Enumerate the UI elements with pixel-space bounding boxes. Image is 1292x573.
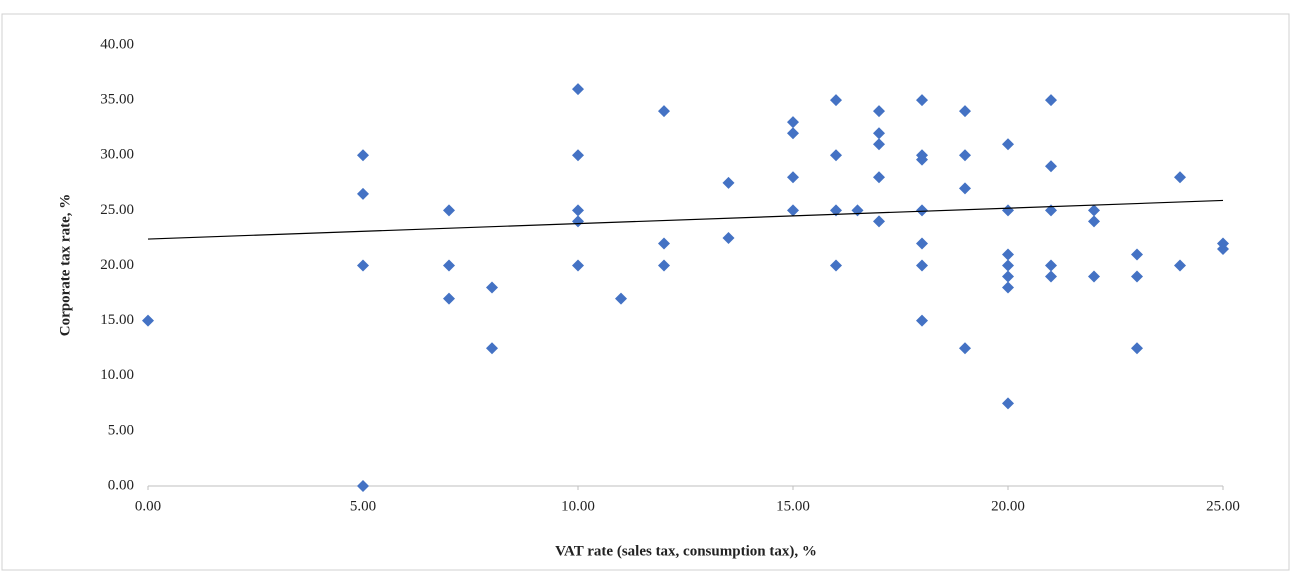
x-axis-title: VAT rate (sales tax, consumption tax), % bbox=[555, 543, 817, 559]
point bbox=[787, 204, 799, 217]
point bbox=[572, 83, 584, 96]
point bbox=[357, 259, 369, 272]
point bbox=[1174, 259, 1186, 272]
point bbox=[1002, 397, 1014, 410]
point bbox=[916, 204, 928, 217]
point bbox=[830, 149, 842, 162]
point bbox=[959, 182, 971, 195]
point bbox=[830, 204, 842, 217]
point bbox=[572, 149, 584, 162]
y-tick-label: 5.00 bbox=[108, 422, 134, 438]
point bbox=[486, 281, 498, 294]
point bbox=[142, 314, 154, 327]
point bbox=[658, 237, 670, 250]
x-tick-label: 25.00 bbox=[1206, 498, 1240, 514]
point bbox=[1045, 94, 1057, 107]
point bbox=[722, 231, 735, 244]
point bbox=[787, 171, 799, 184]
point bbox=[959, 149, 971, 162]
point bbox=[959, 342, 971, 355]
x-tick-label: 5.00 bbox=[350, 498, 376, 514]
point bbox=[916, 153, 928, 166]
point bbox=[873, 105, 885, 118]
point bbox=[658, 259, 670, 272]
y-tick-label: 30.00 bbox=[100, 147, 134, 163]
point bbox=[916, 259, 928, 272]
point bbox=[1002, 204, 1014, 217]
point bbox=[1002, 248, 1014, 261]
y-tick-label: 40.00 bbox=[100, 36, 134, 52]
point bbox=[443, 259, 455, 272]
y-tick-label: 10.00 bbox=[100, 367, 134, 383]
point bbox=[787, 127, 799, 140]
point bbox=[959, 105, 971, 118]
point bbox=[1131, 248, 1143, 261]
y-tick-label: 0.00 bbox=[108, 477, 134, 493]
point bbox=[722, 176, 735, 189]
point bbox=[1045, 259, 1057, 272]
x-tick-label: 20.00 bbox=[991, 498, 1025, 514]
point bbox=[1174, 171, 1186, 184]
point bbox=[851, 204, 864, 217]
y-tick-label: 20.00 bbox=[100, 257, 134, 273]
point bbox=[916, 314, 928, 327]
point bbox=[1002, 138, 1014, 151]
point bbox=[873, 138, 885, 151]
point bbox=[1045, 204, 1057, 217]
point bbox=[1045, 160, 1057, 173]
point bbox=[357, 187, 369, 200]
x-tick-label: 0.00 bbox=[135, 498, 161, 514]
point bbox=[572, 259, 584, 272]
x-tick-label: 10.00 bbox=[561, 498, 595, 514]
point bbox=[1088, 204, 1100, 217]
point bbox=[443, 204, 455, 217]
trendline bbox=[147, 199, 1224, 240]
point bbox=[916, 237, 928, 250]
point bbox=[830, 259, 842, 272]
point bbox=[916, 94, 928, 107]
y-tick-label: 25.00 bbox=[100, 202, 134, 218]
point bbox=[873, 215, 885, 228]
point bbox=[1002, 270, 1014, 283]
point bbox=[357, 480, 369, 492]
point bbox=[1131, 342, 1143, 355]
point bbox=[873, 127, 885, 140]
point bbox=[486, 342, 498, 355]
point bbox=[873, 171, 885, 184]
point bbox=[1088, 270, 1100, 283]
point bbox=[1002, 281, 1014, 294]
point bbox=[572, 204, 584, 217]
y-tick-label: 35.00 bbox=[100, 92, 134, 108]
point bbox=[1002, 259, 1014, 272]
point bbox=[787, 116, 799, 129]
point bbox=[1217, 242, 1229, 255]
point bbox=[658, 105, 670, 118]
point bbox=[1045, 270, 1057, 283]
chart-border bbox=[1, 13, 1290, 571]
y-axis-title: Corporate tax rate, % bbox=[57, 194, 73, 336]
point bbox=[615, 292, 627, 305]
point bbox=[357, 149, 369, 162]
point bbox=[1131, 270, 1143, 283]
point bbox=[1088, 215, 1100, 228]
point bbox=[443, 292, 455, 305]
point bbox=[830, 94, 842, 107]
y-tick-label: 15.00 bbox=[100, 312, 134, 328]
point bbox=[572, 215, 584, 228]
x-tick-label: 15.00 bbox=[776, 498, 810, 514]
